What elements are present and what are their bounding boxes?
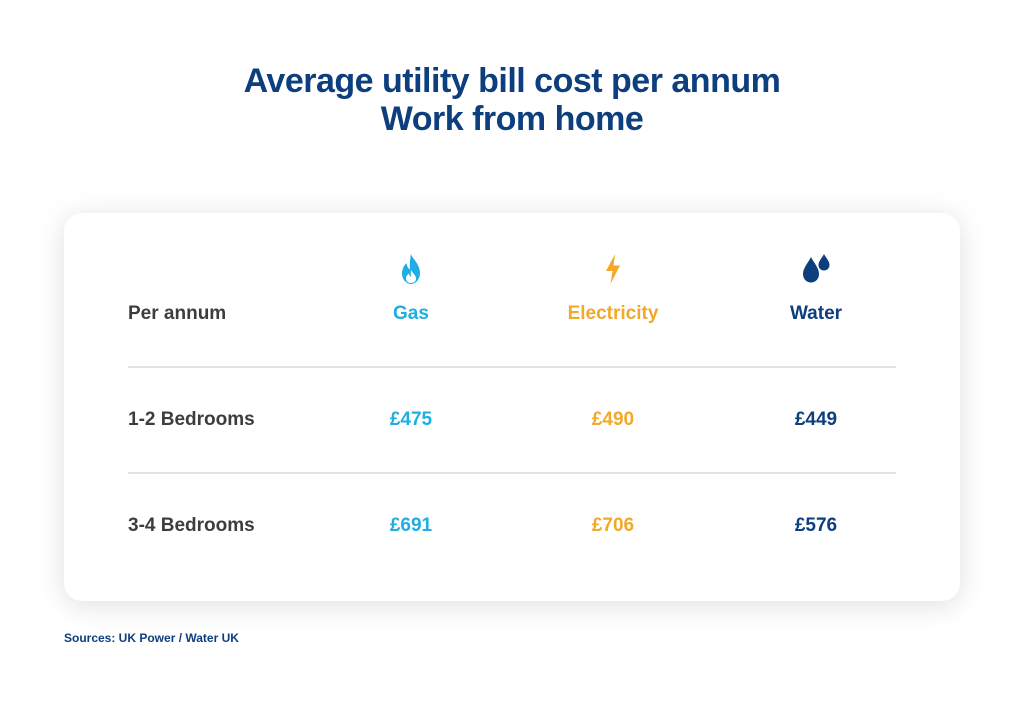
source-note: Sources: UK Power / Water UK bbox=[64, 631, 239, 645]
title-line-2: Work from home bbox=[380, 100, 644, 138]
value-gas-3-4-bedrooms: £691 bbox=[389, 515, 433, 536]
row-divider bbox=[128, 366, 896, 368]
lightning-bolt-icon bbox=[593, 253, 633, 287]
value-water-3-4-bedrooms: £576 bbox=[794, 515, 838, 536]
row-divider bbox=[128, 472, 896, 474]
chart-title: Average utility bill cost per annum Work… bbox=[0, 62, 1024, 138]
value-water-1-2-bedrooms: £449 bbox=[794, 409, 838, 430]
value-electricity-1-2-bedrooms: £490 bbox=[591, 409, 635, 430]
value-electricity-3-4-bedrooms: £706 bbox=[591, 515, 635, 536]
utility-cost-table: Per annum Gas Electricity Water 1-2 Bedr… bbox=[64, 213, 960, 601]
flame-icon bbox=[391, 253, 431, 287]
row-label-3-4-bedrooms: 3-4 Bedrooms bbox=[128, 515, 255, 536]
row-label-1-2-bedrooms: 1-2 Bedrooms bbox=[128, 409, 255, 430]
column-header-gas: Gas bbox=[393, 303, 429, 324]
value-gas-1-2-bedrooms: £475 bbox=[389, 409, 433, 430]
column-header-electricity: Electricity bbox=[567, 303, 659, 324]
water-drops-icon bbox=[796, 253, 836, 287]
column-header-water: Water bbox=[789, 303, 843, 324]
title-line-1: Average utility bill cost per annum bbox=[243, 62, 781, 100]
row-header-label: Per annum bbox=[128, 303, 227, 324]
